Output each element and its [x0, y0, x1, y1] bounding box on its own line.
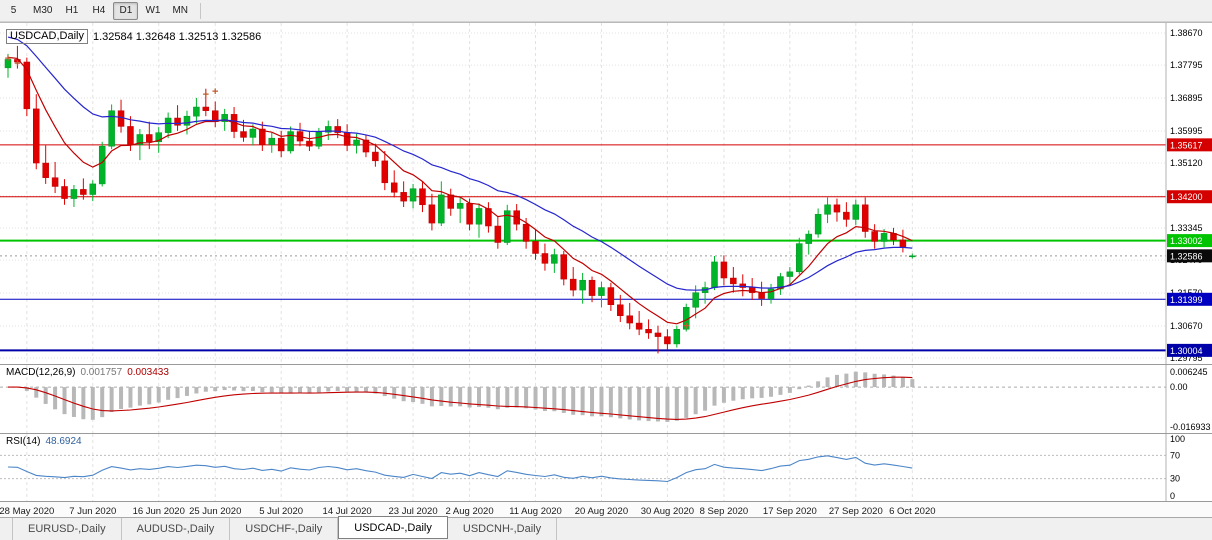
- svg-text:+: +: [212, 86, 218, 98]
- svg-text:1.30670: 1.30670: [1170, 321, 1203, 331]
- svg-text:1.35995: 1.35995: [1170, 126, 1203, 136]
- svg-text:5 Jul 2020: 5 Jul 2020: [259, 506, 303, 517]
- rsi-pane[interactable]: 100 70 30 0 RSI(14) 48.6924: [0, 433, 1212, 501]
- rsi-label: RSI(14) 48.6924: [6, 436, 82, 447]
- macd-label: MACD(12,26,9) 0.001757 0.003433: [6, 367, 169, 378]
- svg-text:6 Oct 2020: 6 Oct 2020: [889, 506, 935, 517]
- chart-tab-audusddaily[interactable]: AUDUSD-,Daily: [122, 518, 231, 540]
- chart-tab-eurusddaily[interactable]: EURUSD-,Daily: [12, 518, 122, 540]
- svg-text:7 Jun 2020: 7 Jun 2020: [69, 506, 116, 517]
- tab-label: AUDUSD-,Daily: [136, 523, 215, 535]
- symbol-period-label: USDCAD,Daily: [6, 29, 88, 44]
- svg-text:14 Jul 2020: 14 Jul 2020: [323, 506, 372, 517]
- svg-text:30: 30: [1170, 474, 1180, 484]
- svg-text:11 Aug 2020: 11 Aug 2020: [509, 506, 562, 517]
- svg-text:+: +: [14, 58, 20, 70]
- svg-text:17 Sep 2020: 17 Sep 2020: [763, 506, 817, 517]
- chart-title: USDCAD,Daily 1.32584 1.32648 1.32513 1.3…: [6, 29, 261, 44]
- macd-chart-canvas[interactable]: 0.006245 0.00 -0.016933: [0, 365, 1212, 433]
- tab-label: EURUSD-,Daily: [28, 523, 106, 535]
- svg-text:16 Jun 2020: 16 Jun 2020: [133, 506, 185, 517]
- svg-text:30 Aug 2020: 30 Aug 2020: [641, 506, 694, 517]
- svg-text:1.33002: 1.33002: [1170, 236, 1203, 246]
- svg-text:1.31399: 1.31399: [1170, 295, 1203, 305]
- rsi-value: 48.6924: [45, 436, 82, 447]
- svg-text:-0.016933: -0.016933: [1170, 422, 1211, 432]
- timeframe-button-d1[interactable]: D1: [113, 1, 139, 20]
- svg-text:28 May 2020: 28 May 2020: [0, 506, 54, 517]
- toolbar-separator: [200, 2, 202, 19]
- svg-text:+: +: [683, 320, 689, 332]
- svg-text:1.38670: 1.38670: [1170, 28, 1203, 38]
- price-pane[interactable]: 1.38670 1.37795 1.36895 1.35995 1.35120 1.342…: [0, 23, 1212, 364]
- svg-text:1.32586: 1.32586: [1170, 251, 1203, 261]
- timeframe-button-w1[interactable]: W1: [145, 5, 161, 16]
- timeframe-button-group: 5 M30 H1 H4 D1 W1 MN: [0, 1, 194, 20]
- ohlc-readout: 1.32584 1.32648 1.32513 1.32586: [92, 30, 262, 43]
- svg-text:70: 70: [1170, 450, 1180, 460]
- chart-window[interactable]: 1.38670 1.37795 1.36895 1.35995 1.35120 1.342…: [0, 22, 1212, 518]
- svg-text:1.35120: 1.35120: [1170, 158, 1203, 168]
- timeframe-button-m30[interactable]: M30: [33, 5, 53, 16]
- svg-text:1.35617: 1.35617: [1170, 140, 1203, 150]
- rsi-chart-canvas[interactable]: 100 70 30 0: [0, 434, 1212, 501]
- chart-tab-usdchfdaily[interactable]: USDCHF-,Daily: [230, 518, 339, 540]
- timeframe-button-5[interactable]: 5: [10, 5, 17, 16]
- svg-text:20 Aug 2020: 20 Aug 2020: [575, 506, 628, 517]
- rsi-indicator-name: RSI(14): [6, 436, 41, 447]
- time-axis[interactable]: 28 May 2020 7 Jun 2020 16 Jun 2020 25 Jun 2…: [0, 501, 1212, 518]
- svg-text:0.006245: 0.006245: [1170, 367, 1208, 377]
- timeframe-button-h1[interactable]: H1: [65, 5, 79, 16]
- tab-label: USDCNH-,Daily: [462, 523, 542, 535]
- svg-text:+: +: [203, 89, 209, 101]
- svg-text:25 Jun 2020: 25 Jun 2020: [189, 506, 241, 517]
- macd-pane[interactable]: 0.006245 0.00 -0.016933 MACD(12,26,9) 0.00…: [0, 364, 1212, 433]
- svg-text:+: +: [5, 53, 11, 65]
- svg-text:1.33345: 1.33345: [1170, 223, 1203, 233]
- macd-signal-value: 0.003433: [127, 367, 169, 378]
- svg-text:2 Aug 2020: 2 Aug 2020: [446, 506, 494, 517]
- macd-main-value: 0.001757: [80, 367, 123, 378]
- svg-text:100: 100: [1170, 434, 1185, 444]
- svg-text:1.34200: 1.34200: [1170, 192, 1203, 202]
- time-axis-canvas: 28 May 2020 7 Jun 2020 16 Jun 2020 25 Jun 2…: [0, 506, 936, 517]
- timeframe-button-h4[interactable]: H4: [92, 5, 106, 16]
- timeframe-button-mn[interactable]: MN: [172, 5, 189, 16]
- svg-text:23 Jul 2020: 23 Jul 2020: [388, 506, 437, 517]
- chart-tab-usdcnhdaily[interactable]: USDCNH-,Daily: [448, 518, 558, 540]
- svg-text:0.00: 0.00: [1170, 382, 1188, 392]
- svg-text:1.29795: 1.29795: [1170, 353, 1203, 363]
- svg-text:1.37795: 1.37795: [1170, 60, 1203, 70]
- svg-text:1.36895: 1.36895: [1170, 93, 1203, 103]
- svg-text:27 Sep 2020: 27 Sep 2020: [829, 506, 883, 517]
- svg-text:1.30004: 1.30004: [1170, 346, 1203, 356]
- macd-indicator-name: MACD(12,26,9): [6, 367, 76, 378]
- chart-tab-usdcaddaily[interactable]: USDCAD-,Daily: [338, 516, 448, 539]
- price-chart-canvas[interactable]: 1.38670 1.37795 1.36895 1.35995 1.35120 1.342…: [0, 23, 1212, 364]
- chart-tab-bar: EURUSD-,Daily AUDUSD-,Daily USDCHF-,Daily U…: [0, 516, 1212, 540]
- tab-label: USDCHF-,Daily: [245, 523, 323, 535]
- svg-text:8 Sep 2020: 8 Sep 2020: [700, 506, 749, 517]
- timeframe-toolbar: 5 M30 H1 H4 D1 W1 MN: [0, 0, 1212, 22]
- tab-label: USDCAD-,Daily: [354, 521, 432, 534]
- svg-text:0: 0: [1170, 491, 1175, 501]
